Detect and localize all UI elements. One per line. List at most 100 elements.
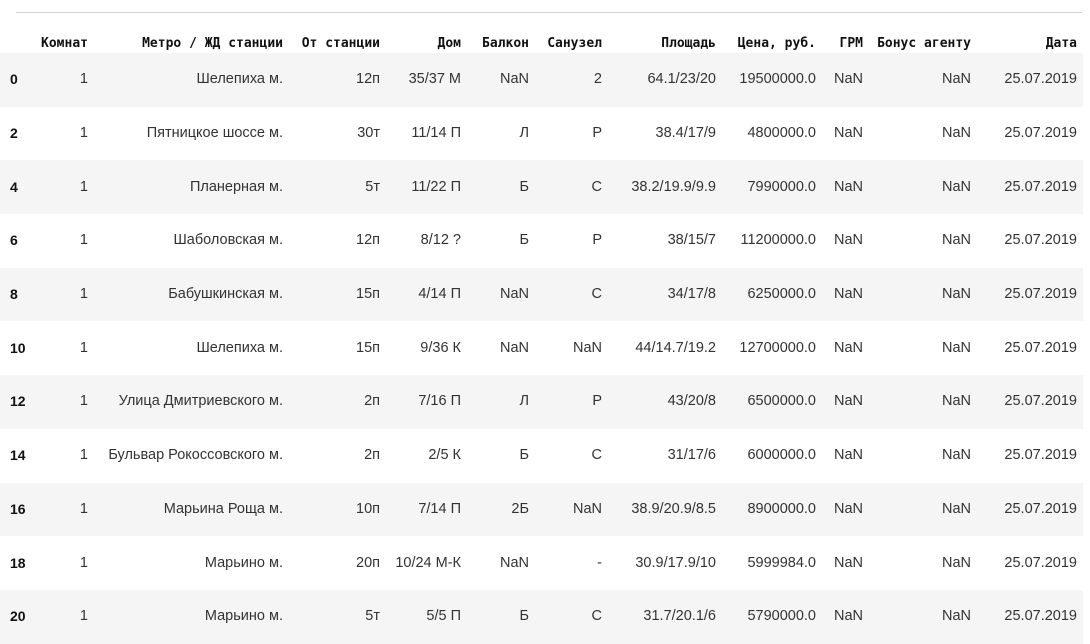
table-cell: Р: [592, 393, 602, 410]
table-cell: Б: [519, 447, 529, 464]
table-cell: 9/36 К: [420, 339, 461, 356]
table-cell: 1: [79, 339, 88, 356]
table-cell: 7990000.0: [747, 178, 816, 195]
row-index: 4: [10, 178, 18, 195]
table-cell: NaN: [941, 71, 971, 88]
table-cell: 30т: [357, 125, 380, 142]
table-cell: Бульвар Рокоссовского м.: [108, 447, 283, 464]
table-row: 4 1 Планерная м. 5т 11/22 П Б С 38.2/19.9/9.9 79…: [0, 160, 1083, 215]
table-cell: Марьино м.: [204, 608, 283, 625]
table-cell: NaN: [499, 286, 529, 303]
column-header[interactable]: ГРМ: [839, 36, 863, 51]
table-row: 12 1 Улица Дмитриевского м. 2п 7/16 П Л Р 43/20…: [0, 375, 1083, 429]
table-cell: 19500000.0: [739, 71, 816, 88]
table-cell: NaN: [833, 393, 863, 410]
table-cell: 34/17/8: [667, 286, 716, 303]
table-cell: 25.07.2019: [1004, 232, 1077, 249]
column-header[interactable]: От станции: [301, 36, 380, 51]
column-header[interactable]: Бонус агенту: [877, 36, 971, 51]
column-header[interactable]: Дата: [1045, 36, 1077, 51]
column-header[interactable]: Метро / ЖД станции: [142, 36, 283, 51]
table-cell: 2п: [364, 393, 380, 410]
table-cell: NaN: [833, 500, 863, 517]
table-cell: 2: [593, 71, 602, 88]
table-cell: NaN: [833, 608, 863, 625]
table-cell: 1: [79, 554, 88, 571]
table-row: 0 1 Шелепиха м. 12п 35/37 М NaN 2 64.1/23/20 195…: [0, 53, 1083, 107]
table-cell: 64.1/23/20: [647, 71, 716, 88]
table-cell: 44/14.7/19.2: [635, 339, 716, 356]
row-index: 20: [10, 608, 26, 625]
table-cell: 10/24 М-К: [395, 554, 461, 571]
table-cell: 2п: [364, 447, 380, 464]
table-cell: 10п: [356, 500, 380, 517]
row-index: 6: [10, 232, 18, 249]
table-cell: NaN: [941, 554, 971, 571]
table-cell: 20п: [356, 554, 380, 571]
table-cell: 5т: [365, 178, 380, 195]
table-cell: 15п: [356, 339, 380, 356]
row-index: 10: [10, 339, 26, 356]
dataframe-table: Комнат Метро / ЖД станции От станции Дом Бал…: [0, 8, 1083, 644]
table-cell: Р: [592, 125, 602, 142]
table-cell: NaN: [572, 500, 602, 517]
table-cell: 12п: [356, 232, 380, 249]
table-row: 2 1 Пятницкое шоссе м. 30т 11/14 П Л Р 38.4/17/…: [0, 106, 1083, 161]
table-cell: 25.07.2019: [1004, 554, 1077, 571]
table-cell: 11/22 П: [411, 178, 461, 195]
table-cell: 25.07.2019: [1004, 339, 1077, 356]
table-cell: 38.9/20.9/8.5: [631, 500, 716, 517]
table-cell: Планерная м.: [189, 178, 283, 195]
column-header[interactable]: Комнат: [41, 36, 88, 51]
table-cell: 12700000.0: [739, 339, 816, 356]
table-cell: 8/12 ?: [420, 232, 461, 249]
table-top-border: [16, 12, 1082, 13]
table-cell: 25.07.2019: [1004, 125, 1077, 142]
table-cell: Марьино м.: [204, 554, 283, 571]
table-cell: 6000000.0: [747, 447, 816, 464]
column-header[interactable]: Площадь: [661, 36, 716, 51]
table-cell: NaN: [941, 447, 971, 464]
table-cell: NaN: [941, 232, 971, 249]
table-cell: Л: [519, 393, 529, 410]
table-row: 16 1 Марьина Роща м. 10п 7/14 П 2Б NaN 38.9/20.…: [0, 482, 1083, 537]
table-cell: Р: [592, 232, 602, 249]
table-cell: 1: [79, 286, 88, 303]
table-cell: 25.07.2019: [1004, 447, 1077, 464]
table-cell: NaN: [833, 339, 863, 356]
table-cell: NaN: [941, 178, 971, 195]
table-cell: NaN: [833, 447, 863, 464]
table-cell: Шаболовская м.: [173, 232, 284, 249]
table-cell: NaN: [833, 286, 863, 303]
table-cell: С: [591, 178, 602, 195]
table-cell: 5т: [365, 608, 380, 625]
table-cell: NaN: [833, 125, 863, 142]
column-header[interactable]: Цена, руб.: [737, 36, 816, 51]
column-header[interactable]: Дом: [437, 36, 461, 51]
table-cell: NaN: [833, 554, 863, 571]
table-cell: 7/14 П: [418, 500, 461, 517]
table-cell: 4800000.0: [747, 125, 816, 142]
table-cell: NaN: [941, 608, 971, 625]
column-header[interactable]: Санузел: [547, 36, 602, 51]
table-header: Комнат Метро / ЖД станции От станции Дом Бал…: [0, 8, 1083, 53]
table-cell: NaN: [499, 554, 529, 571]
table-row: 6 1 Шаболовская м. 12п 8/12 ? Б Р 38/15/7 112000…: [0, 214, 1083, 268]
table-cell: 1: [79, 608, 88, 625]
table-cell: NaN: [941, 500, 971, 517]
table-cell: NaN: [499, 71, 529, 88]
table-cell: 1: [79, 447, 88, 464]
column-header[interactable]: Балкон: [482, 36, 529, 51]
table-cell: NaN: [572, 339, 602, 356]
table-cell: Б: [519, 608, 529, 625]
table-cell: С: [591, 286, 602, 303]
table-cell: 1: [79, 125, 88, 142]
table-cell: NaN: [833, 232, 863, 249]
table-row: 14 1 Бульвар Рокоссовского м. 2п 2/5 К Б С 31/1…: [0, 428, 1083, 483]
table-cell: 25.07.2019: [1004, 286, 1077, 303]
table-cell: С: [591, 608, 602, 625]
table-cell: 15п: [356, 286, 380, 303]
table-cell: 4/14 П: [418, 286, 461, 303]
table-row: 8 1 Бабушкинская м. 15п 4/14 П NaN С 34/17/8 625…: [0, 267, 1083, 322]
table-cell: Улица Дмитриевского м.: [118, 393, 283, 410]
